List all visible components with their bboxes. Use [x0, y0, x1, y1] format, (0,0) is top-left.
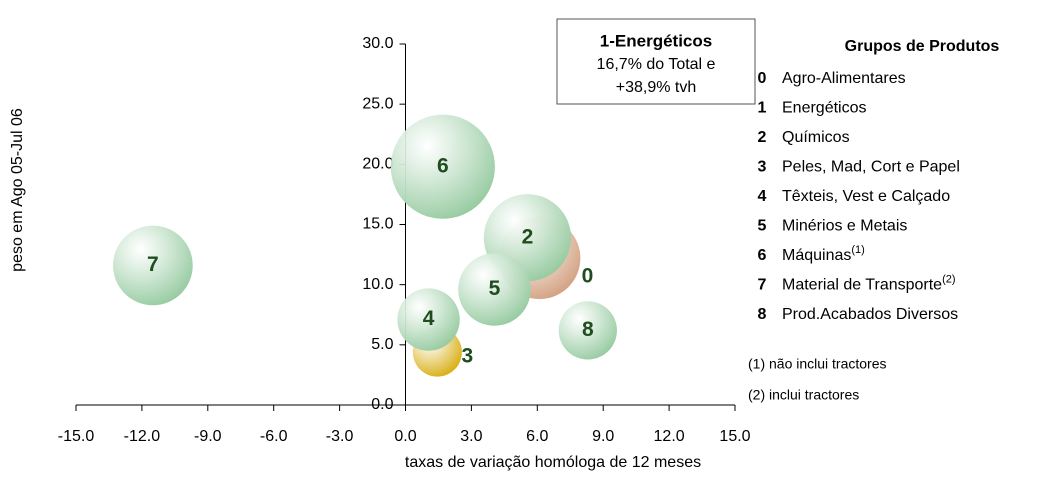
bubble-label: 8 [582, 318, 594, 341]
legend-name: Máquinas [782, 247, 851, 264]
legend-key: 6 [758, 247, 767, 264]
legend-key: 1 [758, 100, 767, 117]
bubble [558, 301, 617, 360]
x-tick-label: 15.0 [719, 428, 750, 445]
x-tick-label: -9.0 [194, 428, 222, 445]
y-axis-label: peso em Ago 05-Jul 06 [9, 108, 26, 272]
bubble-label: 6 [437, 154, 449, 177]
x-tick-label: -6.0 [260, 428, 288, 445]
legend-name: Peles, Mad, Cort e Papel [782, 159, 960, 176]
legend-label: Energéticos [782, 100, 867, 117]
y-tick-label: 30.0 [362, 35, 393, 52]
legend-key: 8 [758, 306, 767, 323]
legend-title: Grupos de Produtos [845, 38, 1000, 55]
legend-key: 2 [758, 129, 767, 146]
bubble-label: 5 [489, 277, 501, 300]
legend-name: Prod.Acabados Diversos [782, 306, 958, 323]
legend-key: 7 [758, 277, 767, 294]
bubble [397, 288, 460, 351]
annotation-box [556, 18, 756, 105]
legend-key: 3 [758, 159, 767, 176]
legend-footnote: (1) não inclui tractores [748, 356, 887, 372]
legend-name: Químicos [782, 129, 850, 146]
legend-label: Minérios e Metais [782, 218, 907, 235]
legend-key: 4 [758, 188, 767, 205]
bubble-label: 3 [462, 345, 474, 368]
legend-footnote: (2) inclui tractores [748, 387, 859, 403]
annotation-text: +38,9% tvh [616, 79, 697, 96]
y-tick-label: 5.0 [371, 336, 393, 353]
legend-note: (2) [942, 273, 955, 285]
legend-label: Têxteis, Vest e Calçado [782, 188, 950, 205]
x-tick-label: 12.0 [654, 428, 685, 445]
x-tick-label: -12.0 [124, 428, 161, 445]
legend-label: Agro-Alimentares [782, 70, 906, 87]
legend-label: Material de Transporte(2) [782, 273, 956, 293]
annotation-text: 16,7% do Total e [597, 56, 716, 73]
bubble [390, 114, 495, 219]
bubble [458, 253, 531, 326]
y-tick-label: 15.0 [362, 216, 393, 233]
legend-name: Agro-Alimentares [782, 70, 906, 87]
x-axis-label: taxas de variação homóloga de 12 meses [405, 454, 701, 471]
legend-name: Têxteis, Vest e Calçado [782, 188, 950, 205]
legend-name: Minérios e Metais [782, 218, 907, 235]
annotation-title: 1-Energéticos [600, 31, 712, 50]
x-tick-label: -3.0 [326, 428, 354, 445]
legend-label: Prod.Acabados Diversos [782, 306, 958, 323]
legend-key: 5 [758, 218, 767, 235]
legend-key: 0 [758, 70, 767, 87]
y-tick-label: 0.0 [371, 396, 393, 413]
y-tick-label: 10.0 [362, 276, 393, 293]
bubble-label: 7 [147, 253, 159, 276]
legend-label: Máquinas(1) [782, 244, 865, 264]
x-tick-label: -15.0 [58, 428, 95, 445]
bubble-label: 4 [423, 307, 435, 330]
y-tick-label: 20.0 [362, 156, 393, 173]
bubble-label: 2 [522, 225, 534, 248]
x-tick-label: 6.0 [526, 428, 548, 445]
x-tick-label: 9.0 [592, 428, 614, 445]
legend-note: (1) [851, 244, 864, 256]
legend-label: Peles, Mad, Cort e Papel [782, 159, 960, 176]
x-tick-label: 0.0 [394, 428, 416, 445]
legend-name: Energéticos [782, 100, 867, 117]
legend-name: Material de Transporte [782, 277, 942, 294]
bubble-label: 0 [582, 265, 594, 288]
y-tick-label: 25.0 [362, 95, 393, 112]
x-tick-label: 3.0 [460, 428, 482, 445]
legend-label: Químicos [782, 129, 850, 146]
bubble [113, 225, 193, 306]
